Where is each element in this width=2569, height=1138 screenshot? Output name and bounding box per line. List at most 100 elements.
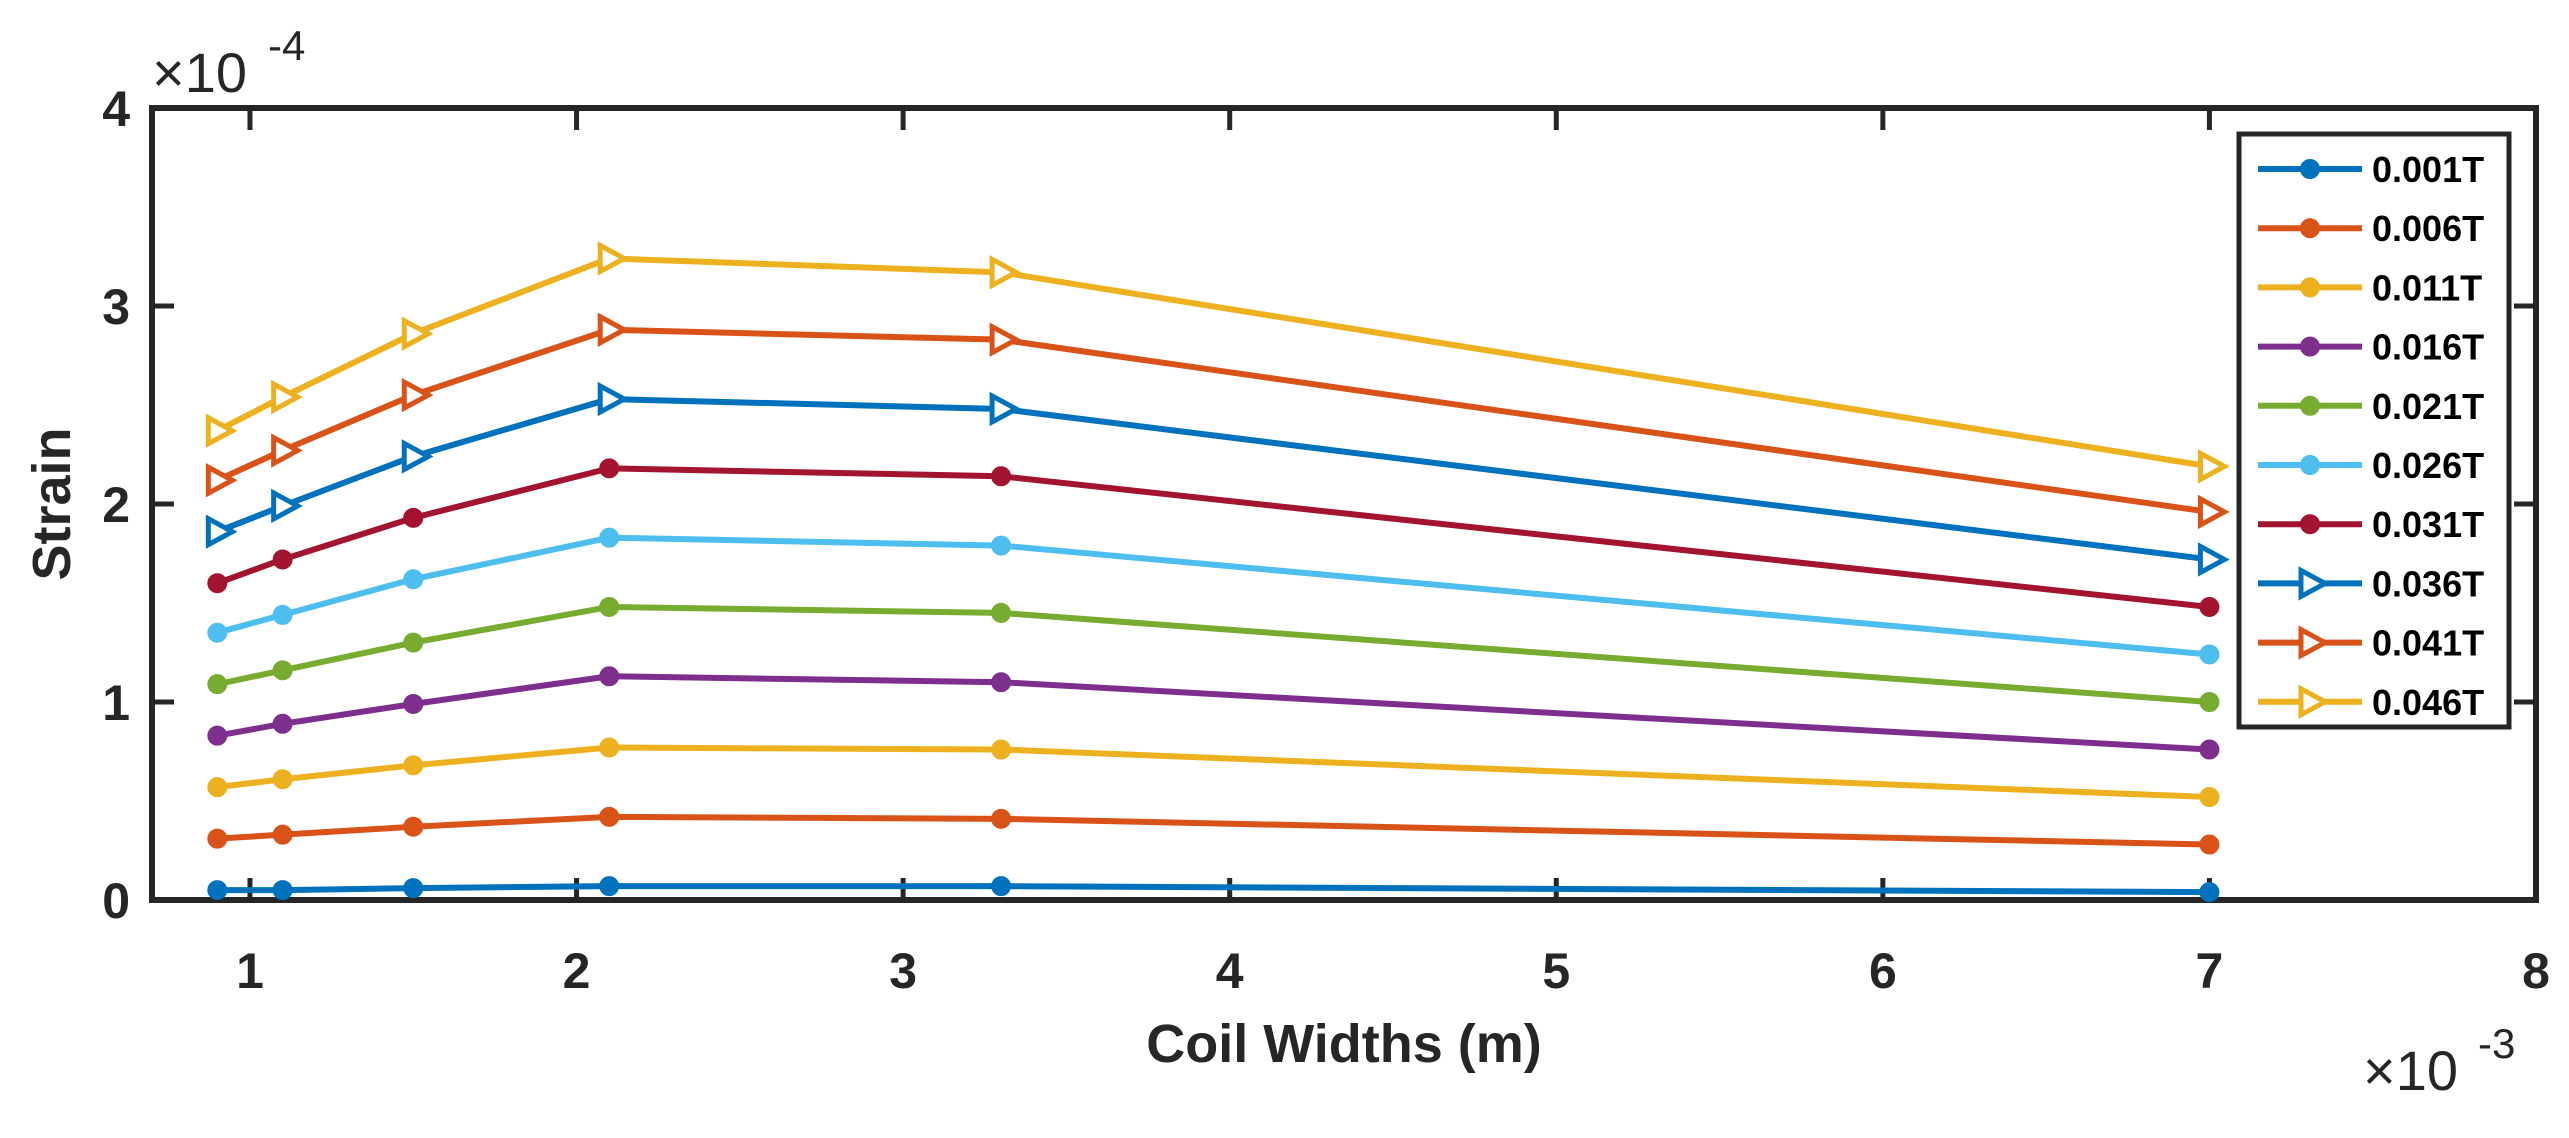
data-point [991,535,1012,556]
x-tick-label: 5 [1542,943,1570,999]
series-0.021T [207,596,2220,712]
x-tick-label: 8 [2522,943,2550,999]
series-line [216,744,2210,801]
legend-label: 0.001T [2372,149,2484,190]
series-0.016T [207,666,2220,760]
data-point [991,808,1012,829]
data-point [2199,834,2220,855]
data-point [272,880,293,901]
data-point [989,391,1022,427]
x-exponent-base: 10 [2396,1039,2458,1102]
legend-label: 0.041T [2372,623,2484,664]
data-point [989,322,1022,357]
data-point [403,569,424,590]
data-point [271,488,303,524]
data-point [599,666,620,687]
plot-area [149,105,2539,903]
legend-item: 0.031T [2258,504,2484,545]
data-point [205,463,238,498]
data-point [2199,787,2220,808]
data-point [2199,692,2220,712]
legend-item: 0.036T [2258,563,2484,604]
data-point [207,725,228,746]
data-point [2197,449,2230,484]
series-line [217,813,2210,848]
data-point [271,379,303,415]
data-point [403,632,424,653]
data-point [2197,542,2230,577]
series-lines [205,241,2230,903]
x-tick-label: 6 [1869,943,1897,999]
x-tick-label: 7 [2196,943,2224,999]
data-point [597,381,630,417]
legend-marker [2298,566,2331,601]
data-point [2199,882,2220,903]
data-point [272,604,293,625]
y-tick-labels: 0 1 2 3 4 [102,81,130,929]
series-0.026T [207,527,2220,665]
data-point [272,549,293,570]
legend-marker [2300,395,2320,416]
data-point [403,507,424,528]
x-exponent-label: ×10 -3 [2363,1020,2515,1102]
data-point [207,777,228,798]
legend-box [2236,131,2512,730]
data-point [272,824,293,845]
data-point [599,458,620,479]
data-point [403,755,424,776]
data-point [2197,494,2230,530]
data-point [403,693,424,714]
data-point [991,672,1012,693]
data-point [2199,739,2220,760]
series-0.041T [205,312,2230,530]
legend-item: 0.001T [2258,149,2484,190]
data-point [403,878,424,899]
series-0.001T [207,876,2220,903]
series-0.011T [207,737,2220,808]
legend-item: 0.046T [2258,682,2484,723]
y-exponent-power: -4 [268,22,305,69]
data-point [207,674,228,695]
legend-label: 0.026T [2372,445,2484,486]
data-point [991,466,1012,487]
y-exponent-base: 10 [185,41,247,104]
data-point [991,876,1012,897]
legend-item: 0.041T [2258,623,2484,664]
data-point [271,433,303,468]
legend-marker [2300,336,2320,357]
x-tick-label: 3 [889,943,917,999]
series-line [216,465,2210,610]
data-point [205,413,238,448]
legend-item: 0.021T [2258,386,2484,427]
x-tick-label: 4 [1216,943,1244,999]
data-point [207,828,228,849]
legend-marker [2300,455,2320,475]
legend-item: 0.006T [2258,208,2484,249]
data-point [599,876,620,897]
series-line [216,603,2210,705]
data-point [401,439,434,474]
legend-marker [2298,684,2331,719]
legend-marker [2298,625,2331,660]
legend: 0.001T 0.006T 0.011T 0.016T 0.021T 0.026T 0.03… [2236,131,2512,730]
data-point [991,739,1012,760]
data-point [207,573,228,594]
x-axis-label: Coil Widths (m) [1146,1014,1541,1074]
data-point [597,312,630,347]
legend-marker [2300,277,2320,298]
legend-marker [2300,218,2320,239]
y-axis-label: Strain [22,427,82,580]
data-point [272,660,293,681]
data-point [597,241,630,276]
x-exponent-power: -3 [2478,1020,2515,1067]
y-tick-label: 4 [102,81,130,137]
y-tick-label: 3 [102,279,130,335]
svg-text:×10: ×10 [2363,1039,2458,1102]
series-0.036T [205,381,2230,577]
y-tick-label: 0 [102,873,130,929]
svg-text:×10: ×10 [152,41,247,104]
data-point [207,622,228,643]
series-0.046T [205,241,2230,484]
data-point [599,596,620,617]
